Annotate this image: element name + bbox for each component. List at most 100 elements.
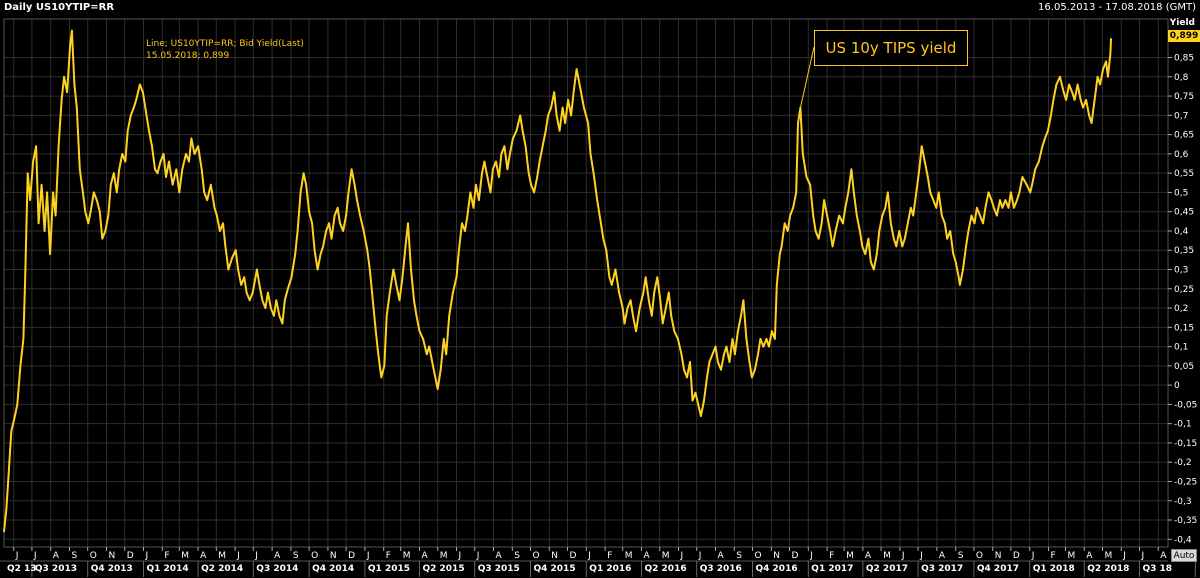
data-point: [1050, 114, 1052, 117]
data-point: [1088, 114, 1090, 117]
data-point: [426, 353, 428, 356]
data-point: [8, 469, 10, 471]
data-point: [392, 268, 395, 271]
data-point: [407, 222, 409, 225]
y-tick-label: -0,2: [1174, 458, 1192, 468]
data-point: [1025, 183, 1028, 186]
last-value-tag: 0,899: [1168, 30, 1200, 42]
data-point: [1047, 130, 1049, 132]
data-point: [665, 307, 667, 309]
y-tick-label: 0,45: [1174, 208, 1194, 218]
data-point: [258, 284, 261, 286]
data-point: [873, 268, 875, 271]
data-point: [993, 207, 995, 209]
data-point: [929, 191, 931, 194]
data-point: [731, 338, 734, 340]
data-point: [118, 168, 120, 171]
chart-canvas[interactable]: -0,4 -0,35 -0,3 -0,25 -0,2 -0,15 -0,1 -0,05 0 0,0…: [0, 17, 1200, 578]
y-tick-label: 0,7: [1174, 111, 1188, 121]
data-point: [771, 330, 773, 333]
data-point: [1099, 83, 1101, 86]
x-tick-label: J: [236, 551, 240, 561]
data-point: [316, 268, 319, 271]
data-point: [567, 99, 569, 101]
x-tick-label: A: [1086, 551, 1093, 561]
data-point: [1062, 91, 1065, 93]
data-point: [918, 168, 921, 171]
data-point: [339, 222, 341, 225]
data-point: [1021, 176, 1024, 178]
data-point: [638, 307, 641, 309]
data-point: [519, 114, 521, 117]
x-tick-label: A: [865, 551, 872, 561]
data-point: [530, 183, 532, 186]
data-point: [944, 222, 946, 225]
y-tick-label: 0,35: [1174, 246, 1194, 256]
x-tick-label: O: [90, 551, 97, 561]
plot-area[interactable]: -0,4 -0,35 -0,3 -0,25 -0,2 -0,15 -0,1 -0,05 0 0,0…: [0, 17, 1197, 577]
data-point: [413, 299, 415, 302]
data-point: [328, 222, 330, 225]
data-point: [57, 145, 60, 147]
data-point: [668, 291, 670, 294]
data-point: [970, 214, 973, 217]
data-point: [842, 222, 844, 225]
data-point: [1001, 207, 1004, 209]
data-point: [1082, 106, 1084, 109]
data-point: [325, 230, 327, 232]
x-tick-label: J: [457, 551, 461, 561]
data-point: [302, 172, 305, 174]
data-point: [101, 237, 104, 240]
data-point: [278, 315, 281, 317]
data-point: [952, 253, 955, 255]
data-point: [686, 376, 688, 379]
data-point: [555, 114, 558, 117]
data-point: [614, 268, 617, 271]
data-point: [618, 291, 620, 294]
data-point: [737, 330, 739, 333]
quarter-label: Q4 2013: [91, 564, 133, 574]
data-point: [93, 191, 95, 194]
data-point: [24, 276, 27, 279]
data-point: [422, 338, 424, 340]
y-tick-label: 0,15: [1174, 323, 1194, 333]
data-point: [867, 237, 870, 240]
data-point: [478, 199, 480, 201]
x-tick-label: J: [15, 551, 19, 561]
data-point: [210, 183, 212, 186]
data-point: [87, 222, 90, 225]
y-tick-label: -0,1: [1174, 420, 1192, 430]
data-point: [197, 145, 199, 147]
data-point: [967, 230, 970, 232]
data-point: [251, 291, 254, 294]
quarter-label: Q3 2017: [921, 564, 963, 574]
auto-scale-button[interactable]: Auto: [1171, 549, 1197, 562]
data-point: [19, 365, 22, 367]
quarter-label: Q2 2016: [645, 564, 687, 574]
data-point: [820, 222, 823, 225]
data-point: [632, 315, 634, 317]
data-point: [434, 376, 437, 379]
data-point: [1068, 83, 1070, 86]
data-point: [113, 172, 115, 174]
data-point: [558, 130, 561, 132]
quarter-label: Q3 2014: [256, 564, 298, 574]
data-point: [973, 222, 976, 225]
data-point: [159, 160, 162, 163]
x-tick-label: J: [476, 551, 480, 561]
data-point: [133, 106, 135, 109]
data-point: [319, 253, 322, 255]
x-tick-label: A: [53, 551, 60, 561]
data-point: [706, 376, 708, 379]
x-tick-label: F: [386, 551, 391, 561]
data-point: [475, 183, 477, 186]
data-point: [984, 207, 987, 209]
data-point: [881, 214, 884, 217]
data-point: [359, 214, 361, 217]
x-tick-label: D: [127, 551, 134, 561]
data-point: [216, 214, 218, 217]
data-point: [383, 365, 386, 367]
quarter-label: Q2 2014: [201, 564, 243, 574]
y-tick-label: 0,25: [1174, 285, 1194, 295]
data-point: [853, 191, 855, 194]
